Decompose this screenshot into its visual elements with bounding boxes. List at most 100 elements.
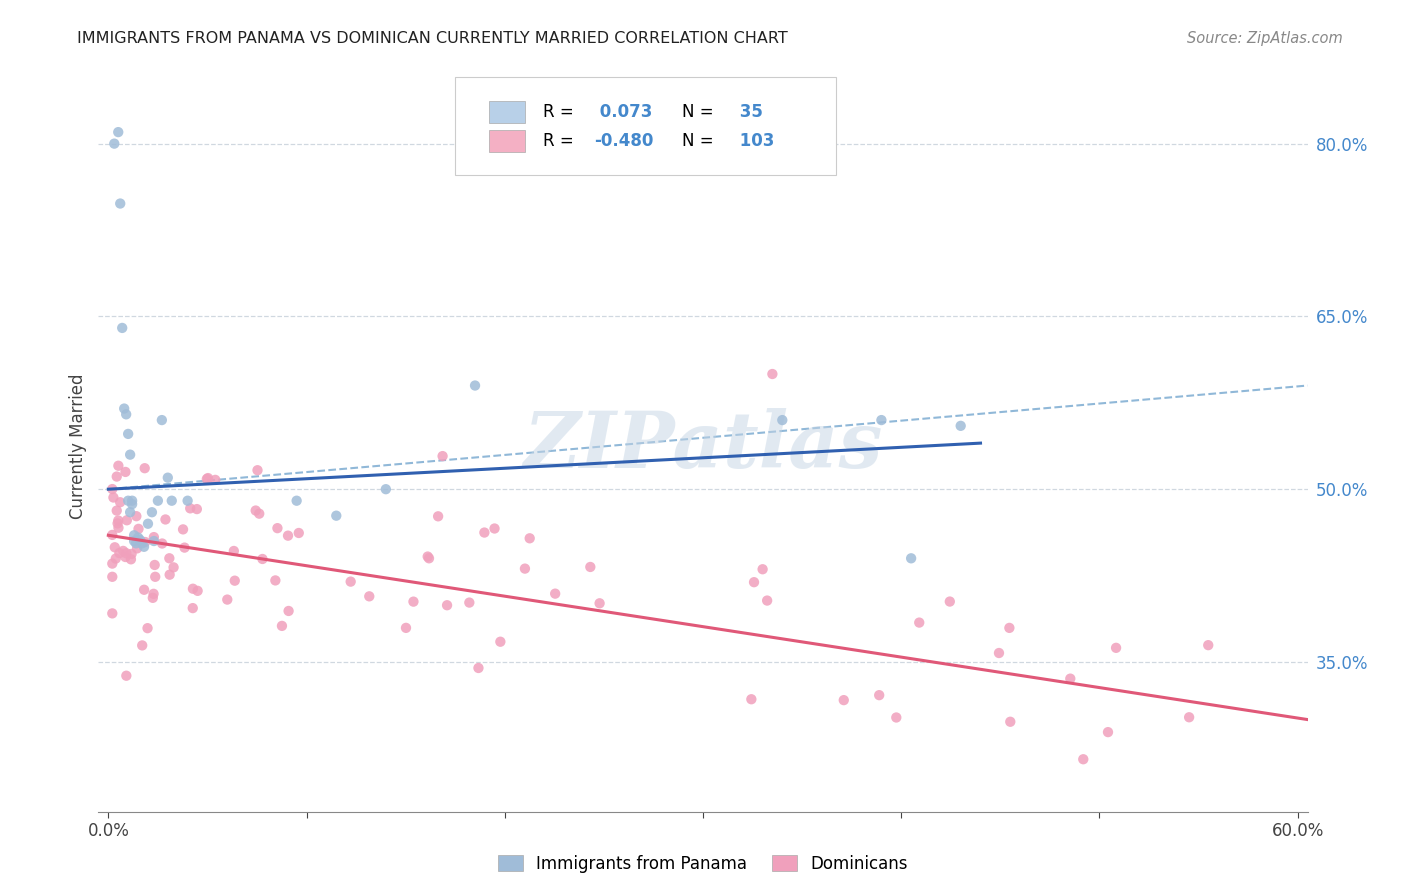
Point <box>115 513 138 527</box>
Point <box>1071 752 1094 766</box>
FancyBboxPatch shape <box>456 77 837 176</box>
Point <box>467 661 489 675</box>
Point <box>125 509 148 524</box>
Point <box>114 465 136 479</box>
Point <box>359 590 381 604</box>
Point <box>908 615 931 630</box>
Point <box>157 551 180 566</box>
Text: R =: R = <box>543 132 579 150</box>
Point <box>125 541 148 556</box>
Point <box>101 570 124 584</box>
Point <box>150 536 173 550</box>
Point <box>146 493 169 508</box>
Point <box>988 646 1011 660</box>
Point <box>103 491 125 505</box>
Point <box>108 546 131 560</box>
Point <box>464 378 486 392</box>
Point <box>395 621 418 635</box>
Point <box>101 528 124 542</box>
Point <box>277 529 299 543</box>
Point <box>103 136 125 151</box>
Point <box>579 560 602 574</box>
Text: ZIPatlas: ZIPatlas <box>523 408 883 484</box>
Point <box>247 507 270 521</box>
Point <box>252 552 274 566</box>
Point <box>222 544 245 558</box>
Point <box>186 502 208 516</box>
Point <box>277 604 299 618</box>
Point <box>156 471 179 485</box>
Point <box>1059 672 1081 686</box>
Point <box>998 621 1021 635</box>
Point <box>101 607 124 621</box>
Point <box>172 522 194 536</box>
Point <box>266 521 288 535</box>
Point <box>884 710 907 724</box>
Point <box>107 516 129 531</box>
Text: -0.480: -0.480 <box>595 132 654 150</box>
Point <box>114 549 136 564</box>
Point <box>832 693 855 707</box>
Point <box>141 505 163 519</box>
Point <box>513 561 536 575</box>
Point <box>128 522 150 536</box>
Point <box>474 525 496 540</box>
Point <box>432 449 454 463</box>
Point <box>285 493 308 508</box>
Point <box>179 501 201 516</box>
Point <box>125 536 148 550</box>
Point <box>121 493 143 508</box>
Point <box>217 592 239 607</box>
Point <box>1105 640 1128 655</box>
Point <box>107 514 129 528</box>
Point <box>131 639 153 653</box>
Text: 35: 35 <box>734 103 763 120</box>
Point <box>173 541 195 555</box>
Point <box>104 541 127 555</box>
Legend: Immigrants from Panama, Dominicans: Immigrants from Panama, Dominicans <box>491 848 915 880</box>
Point <box>136 621 159 635</box>
Point <box>374 482 396 496</box>
Point <box>117 426 139 441</box>
Point <box>121 497 143 511</box>
Point <box>245 503 267 517</box>
Point <box>181 582 204 596</box>
Point <box>416 549 439 564</box>
Point <box>142 591 165 605</box>
Point <box>121 547 143 561</box>
Point <box>122 534 145 549</box>
Point <box>287 526 309 541</box>
Point <box>1000 714 1022 729</box>
Point <box>105 503 128 517</box>
Point <box>104 551 127 566</box>
Point <box>108 495 131 509</box>
Point <box>939 594 962 608</box>
Point <box>588 596 610 610</box>
Point <box>224 574 246 588</box>
Point <box>136 516 159 531</box>
Point <box>325 508 347 523</box>
Point <box>112 401 135 416</box>
Point <box>427 509 450 524</box>
Point <box>127 531 149 545</box>
Point <box>176 493 198 508</box>
Point <box>107 125 129 139</box>
FancyBboxPatch shape <box>489 130 526 152</box>
Point <box>870 413 893 427</box>
Point <box>761 367 783 381</box>
Point <box>264 574 287 588</box>
Point <box>150 413 173 427</box>
Point <box>120 552 142 566</box>
FancyBboxPatch shape <box>489 101 526 123</box>
Point <box>544 587 567 601</box>
Point <box>134 535 156 549</box>
Point <box>418 551 440 566</box>
Point <box>120 448 142 462</box>
Point <box>143 558 166 572</box>
Point <box>436 599 458 613</box>
Point <box>115 669 138 683</box>
Point <box>271 619 294 633</box>
Point <box>155 512 177 526</box>
Point <box>122 528 145 542</box>
Point <box>519 531 541 545</box>
